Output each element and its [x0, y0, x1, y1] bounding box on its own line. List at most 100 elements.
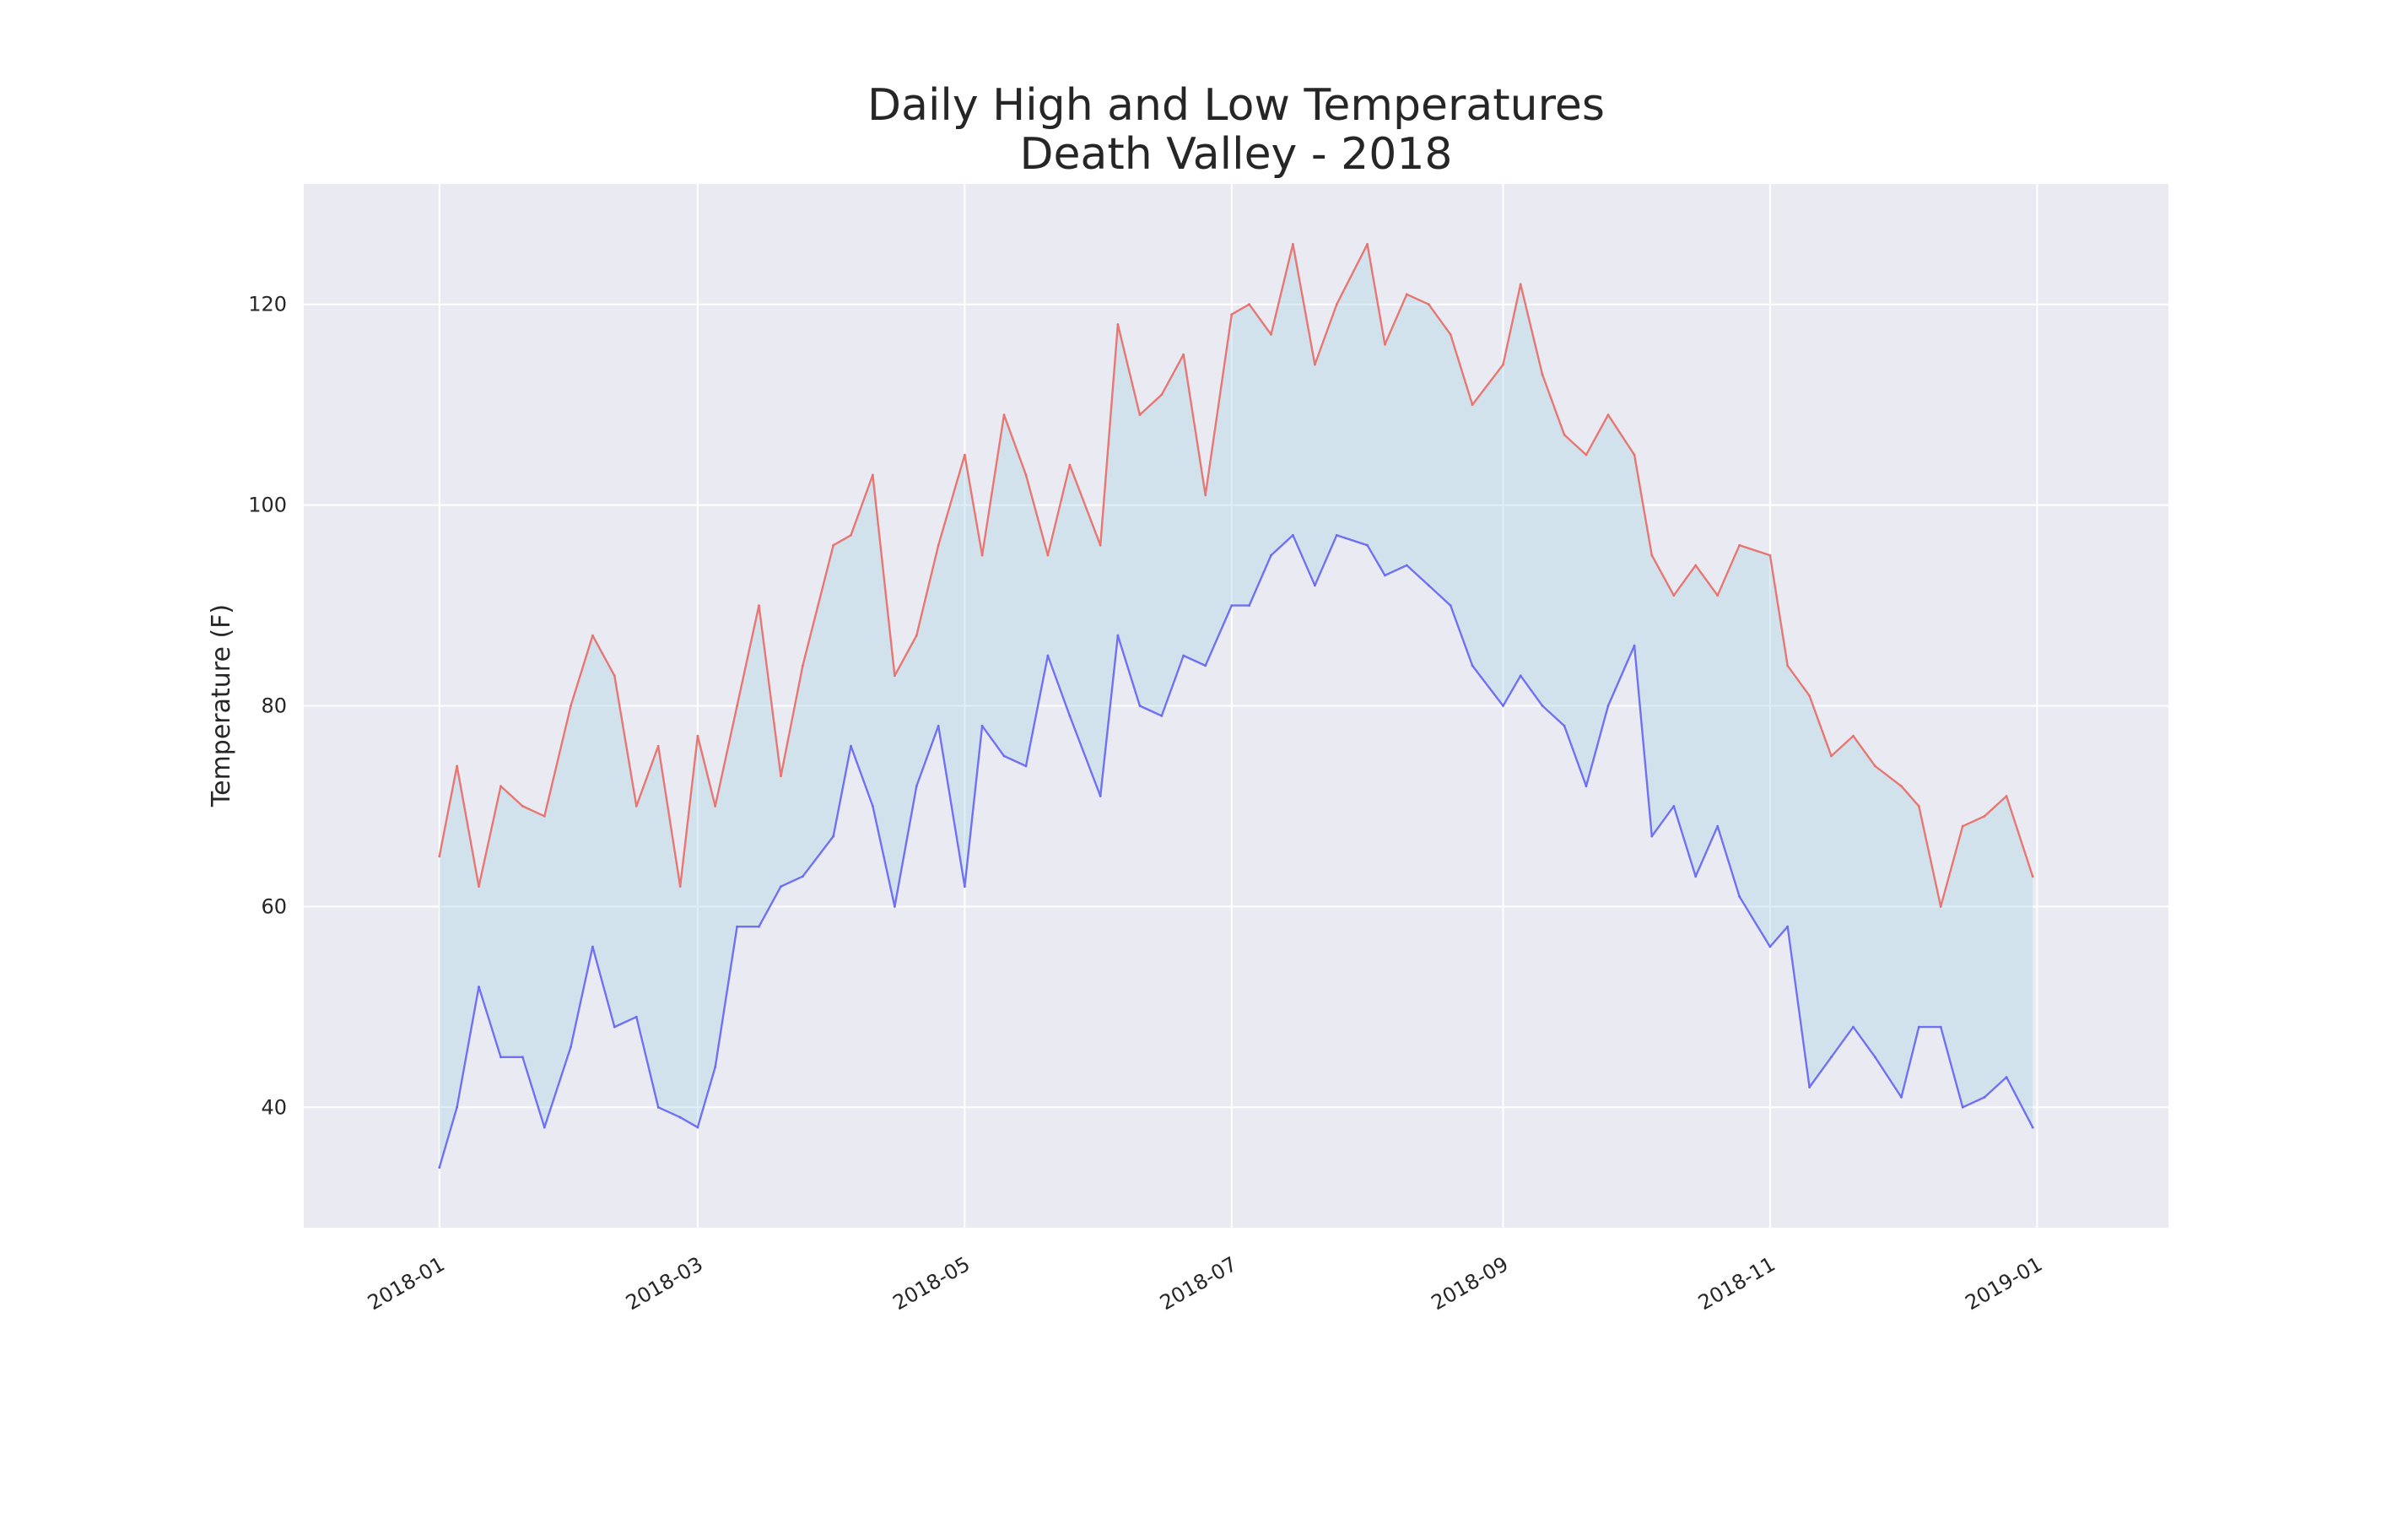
high-temperature-point — [1314, 363, 1316, 366]
high-temperature-point — [1068, 463, 1072, 467]
high-temperature-point — [1427, 303, 1430, 306]
high-temperature-point — [1292, 243, 1294, 246]
high-temperature-point — [1563, 434, 1566, 436]
y-tick-label: 100 — [248, 494, 287, 517]
low-temperature-point — [1182, 654, 1185, 657]
low-temperature-point — [1694, 875, 1698, 878]
high-temperature-point — [1270, 333, 1272, 336]
low-temperature-point — [1405, 564, 1408, 567]
y-tick-label: 80 — [261, 694, 287, 718]
high-temperature-point — [1694, 564, 1698, 567]
low-temperature-point — [438, 1166, 441, 1169]
low-temperature-point — [1672, 805, 1676, 808]
low-temperature-point — [1808, 1086, 1811, 1088]
high-temperature-point — [696, 734, 699, 737]
series-lines — [438, 243, 2034, 1169]
high-temperature-point — [570, 705, 572, 707]
low-temperature-point — [1650, 835, 1654, 838]
chart-title: Daily High and Low Temperatures — [867, 80, 1605, 131]
low-temperature-point — [1961, 1105, 1964, 1109]
y-axis-label: Temperature (F) — [207, 604, 236, 808]
low-temperature-point — [1314, 584, 1316, 587]
high-temperature-point — [1672, 594, 1676, 597]
high-temperature-point — [1541, 373, 1544, 376]
chart-subtitle: Death Valley - 2018 — [1020, 129, 1453, 180]
high-temperature-point — [1182, 353, 1185, 356]
high-temperature-point — [1633, 453, 1636, 456]
high-temperature-point — [478, 885, 480, 888]
low-temperature-point — [478, 986, 480, 988]
high-temperature-point — [1116, 323, 1120, 326]
low-temperature-point — [543, 1126, 546, 1129]
low-temperature-point — [1230, 604, 1234, 607]
low-temperature-point — [613, 1025, 616, 1029]
low-temperature-point — [1830, 1056, 1833, 1059]
high-temperature-point — [521, 805, 524, 808]
high-temperature-point — [1471, 403, 1474, 407]
low-temperature-point — [1270, 554, 1272, 557]
high-temperature-point — [2031, 875, 2034, 878]
high-temperature-point — [634, 805, 638, 808]
high-temperature-point — [1099, 543, 1102, 547]
low-temperature-point — [1384, 574, 1386, 577]
fill-area — [439, 244, 2033, 1168]
high-temperature-point — [1024, 473, 1028, 477]
low-temperature-point — [714, 1066, 717, 1069]
low-temperature-point — [521, 1056, 524, 1059]
low-temperature-point — [1502, 705, 1504, 707]
low-temperature-point — [758, 925, 760, 928]
fill-between-area — [439, 244, 2033, 1168]
high-temperature-point — [1768, 554, 1772, 557]
high-temperature-point — [1366, 243, 1369, 246]
high-temperature-point — [1519, 283, 1522, 286]
low-temperature-point — [1160, 715, 1164, 717]
low-temperature-point — [1716, 824, 1720, 828]
low-temperature-point — [1248, 604, 1250, 607]
low-temperature-point — [696, 1126, 699, 1129]
high-temperature-point — [1830, 754, 1833, 758]
high-temperature-point — [1852, 734, 1855, 737]
low-temperature-point — [678, 1115, 682, 1119]
high-temperature-point — [780, 775, 782, 778]
low-temperature-point — [456, 1105, 458, 1109]
high-temperature-point — [1204, 494, 1207, 497]
high-temperature-point — [591, 634, 594, 637]
high-temperature-point — [714, 805, 717, 808]
high-temperature-point — [1874, 764, 1876, 768]
high-temperature-point — [1502, 363, 1504, 366]
high-temperature-point — [1449, 333, 1452, 336]
high-temperature-point — [1808, 694, 1811, 697]
high-temperature-point — [1650, 554, 1654, 557]
low-temperature-point — [1917, 1025, 1920, 1029]
low-temperature-point — [1427, 584, 1430, 587]
low-temperature-point — [1633, 644, 1636, 647]
y-tick-label: 40 — [261, 1095, 287, 1119]
low-temperature-point — [894, 905, 896, 908]
high-temperature-point — [678, 885, 682, 888]
low-temperature-point — [1606, 705, 1610, 707]
low-temperature-point — [1874, 1056, 1876, 1059]
high-temperature-point — [2005, 795, 2008, 797]
low-temperature-point — [1900, 1096, 1903, 1099]
low-temperature-point — [1138, 705, 1142, 707]
low-temperature-point — [656, 1105, 660, 1109]
low-temperature-point — [591, 945, 594, 948]
high-temperature-point — [736, 705, 738, 707]
low-temperature-point — [780, 885, 782, 888]
low-temperature-point — [1292, 533, 1294, 537]
low-temperature-point — [802, 875, 804, 878]
high-temperature-point — [1738, 543, 1741, 547]
high-temperature-point — [456, 764, 458, 768]
low-temperature-point — [1519, 674, 1522, 678]
high-temperature-point — [964, 453, 966, 456]
high-temperature-point — [980, 554, 984, 557]
high-temperature-point — [1900, 785, 1903, 788]
low-temperature-point — [1786, 925, 1790, 928]
high-temperature-point — [1606, 413, 1610, 416]
high-temperature-point — [613, 674, 616, 678]
low-temperature-point — [1046, 654, 1050, 657]
low-temperature-point — [1768, 945, 1772, 948]
low-temperature-point — [499, 1056, 502, 1059]
low-temperature-point — [1002, 754, 1006, 758]
high-temperature-point — [1716, 594, 1720, 597]
